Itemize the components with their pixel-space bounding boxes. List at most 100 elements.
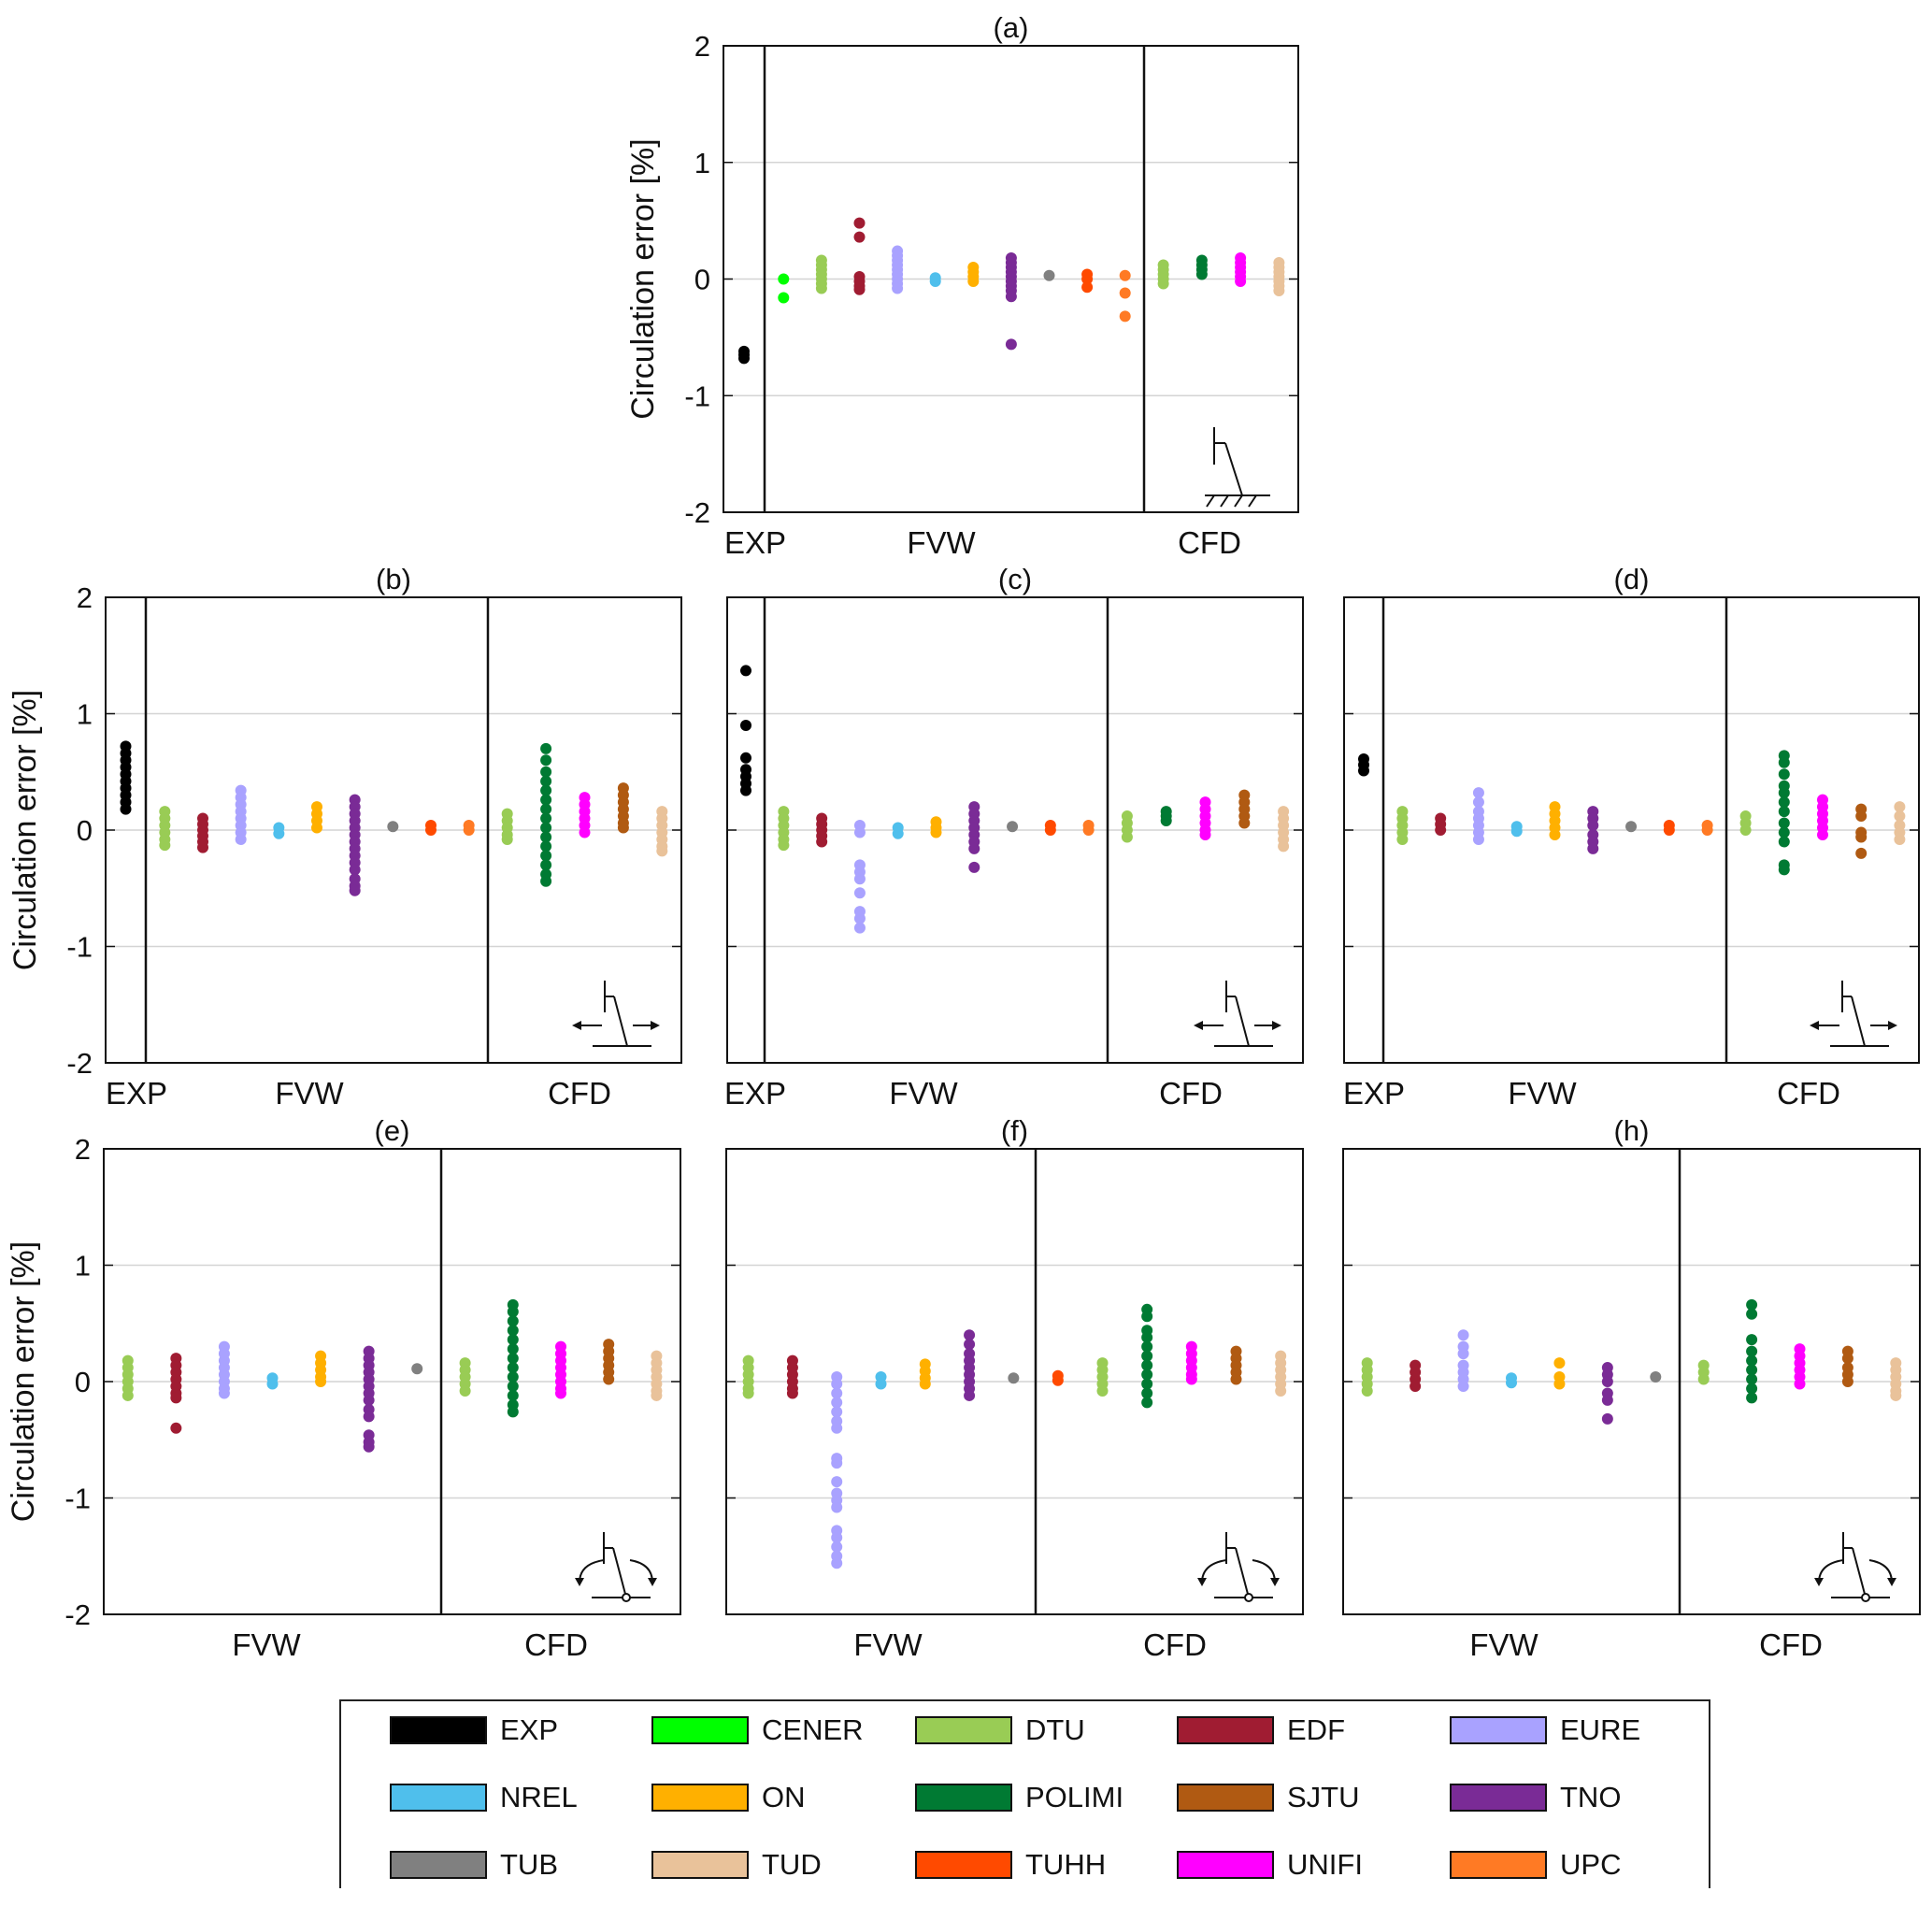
data-point xyxy=(778,292,790,304)
series-tno xyxy=(964,1329,976,1401)
data-point xyxy=(170,1422,182,1434)
series-dtu xyxy=(1361,1357,1373,1397)
data-point xyxy=(1141,1359,1153,1371)
series-on xyxy=(919,1358,931,1390)
data-point xyxy=(1044,824,1056,836)
plot-frame xyxy=(1342,1148,1921,1615)
data-point xyxy=(1506,1377,1517,1389)
legend-label: ON xyxy=(762,1781,806,1813)
data-point xyxy=(930,826,942,838)
series-polimi xyxy=(507,1298,519,1418)
data-point xyxy=(218,1387,230,1399)
data-point xyxy=(122,1389,134,1401)
data-point xyxy=(853,922,866,934)
data-point xyxy=(831,1387,843,1399)
series-unifi xyxy=(1199,796,1211,840)
series-tuhh xyxy=(425,820,436,836)
chart-panel: (h) FVW CFD xyxy=(1342,1114,1921,1662)
panel-title: (b) xyxy=(376,563,411,595)
data-point xyxy=(1119,310,1131,322)
data-point xyxy=(315,1376,327,1387)
plot-frame xyxy=(726,596,1304,1064)
legend-label: TUB xyxy=(500,1848,558,1881)
group-label: CFD xyxy=(1777,1076,1840,1111)
series-dtu xyxy=(815,254,827,294)
series-on xyxy=(315,1350,327,1387)
data-point xyxy=(1238,817,1251,829)
series-unifi xyxy=(1817,794,1828,840)
series-tno xyxy=(1587,806,1599,854)
data-point xyxy=(1081,273,1094,285)
data-point xyxy=(603,1373,615,1385)
data-point xyxy=(740,665,751,677)
data-point xyxy=(1410,1380,1422,1392)
data-point xyxy=(964,1329,976,1341)
y-tick-label: 0 xyxy=(694,264,710,296)
series-tud xyxy=(1273,257,1285,296)
legend-swatch xyxy=(651,1851,749,1879)
series-nrel xyxy=(1510,821,1523,838)
series-dtu xyxy=(1396,806,1409,845)
data-point xyxy=(831,1531,843,1543)
data-point xyxy=(1794,1378,1806,1390)
data-point xyxy=(1746,1308,1758,1320)
series-unifi xyxy=(555,1340,566,1399)
group-label: CFD xyxy=(1159,1076,1223,1111)
y-tick-label: 2 xyxy=(75,1133,91,1166)
data-point xyxy=(1601,1412,1613,1425)
data-point xyxy=(1510,825,1523,838)
data-point xyxy=(540,859,552,871)
series-dtu xyxy=(501,808,513,845)
icon-blade xyxy=(613,996,628,1047)
data-point xyxy=(1199,828,1211,840)
data-point xyxy=(540,784,552,796)
data-point xyxy=(1278,840,1290,853)
data-point xyxy=(964,1339,976,1351)
series-tuhh xyxy=(1663,820,1675,836)
data-point xyxy=(1435,824,1447,836)
data-point xyxy=(1121,831,1133,843)
data-point xyxy=(507,1315,519,1327)
group-label: FVW xyxy=(1469,1627,1538,1662)
series-sjtu xyxy=(1230,1345,1242,1385)
data-point xyxy=(1119,287,1131,299)
data-point xyxy=(1141,1397,1153,1409)
data-point xyxy=(1841,1353,1853,1365)
data-point xyxy=(273,827,285,839)
series-tuhh xyxy=(1081,268,1094,294)
y-tick-label: 2 xyxy=(77,581,93,614)
legend-swatch xyxy=(1177,1784,1274,1812)
series-tuhh xyxy=(1052,1369,1064,1386)
series-edf xyxy=(1410,1359,1422,1392)
series-polimi xyxy=(1195,254,1208,280)
data-point xyxy=(1894,833,1906,845)
y-tick-label: -1 xyxy=(64,1483,91,1515)
chart-panel: (d) EXP FVW CFD xyxy=(1343,563,1920,1111)
series-dtu xyxy=(742,1354,754,1399)
data-point xyxy=(831,1541,843,1553)
data-point xyxy=(540,840,552,853)
data-point xyxy=(1553,1357,1566,1369)
y-axis-label: Circulation error [%] xyxy=(7,690,43,970)
data-point xyxy=(1119,269,1131,281)
icon-arrowhead xyxy=(1888,1021,1897,1030)
data-point xyxy=(387,821,399,833)
data-point xyxy=(1650,1371,1662,1383)
plot-frame xyxy=(103,1148,681,1615)
series-eure xyxy=(853,820,866,934)
data-point xyxy=(1601,1394,1613,1406)
data-point xyxy=(507,1334,519,1346)
data-point xyxy=(1746,1345,1758,1357)
data-point xyxy=(968,842,980,854)
group-label: FVW xyxy=(907,525,976,560)
group-label: CFD xyxy=(1759,1627,1823,1662)
legend-item-nrel: NREL xyxy=(390,1781,578,1813)
group-label: EXP xyxy=(106,1076,167,1111)
data-point xyxy=(853,912,866,924)
panel-title: (a) xyxy=(994,11,1029,44)
series-eure xyxy=(831,1371,843,1569)
data-point xyxy=(831,1557,843,1569)
series-tud xyxy=(651,1350,663,1401)
data-point xyxy=(831,1397,843,1409)
chart-panel: 2 1 0 -1 -2 (e) Circulation error [%] FVW CFD xyxy=(6,1114,681,1662)
